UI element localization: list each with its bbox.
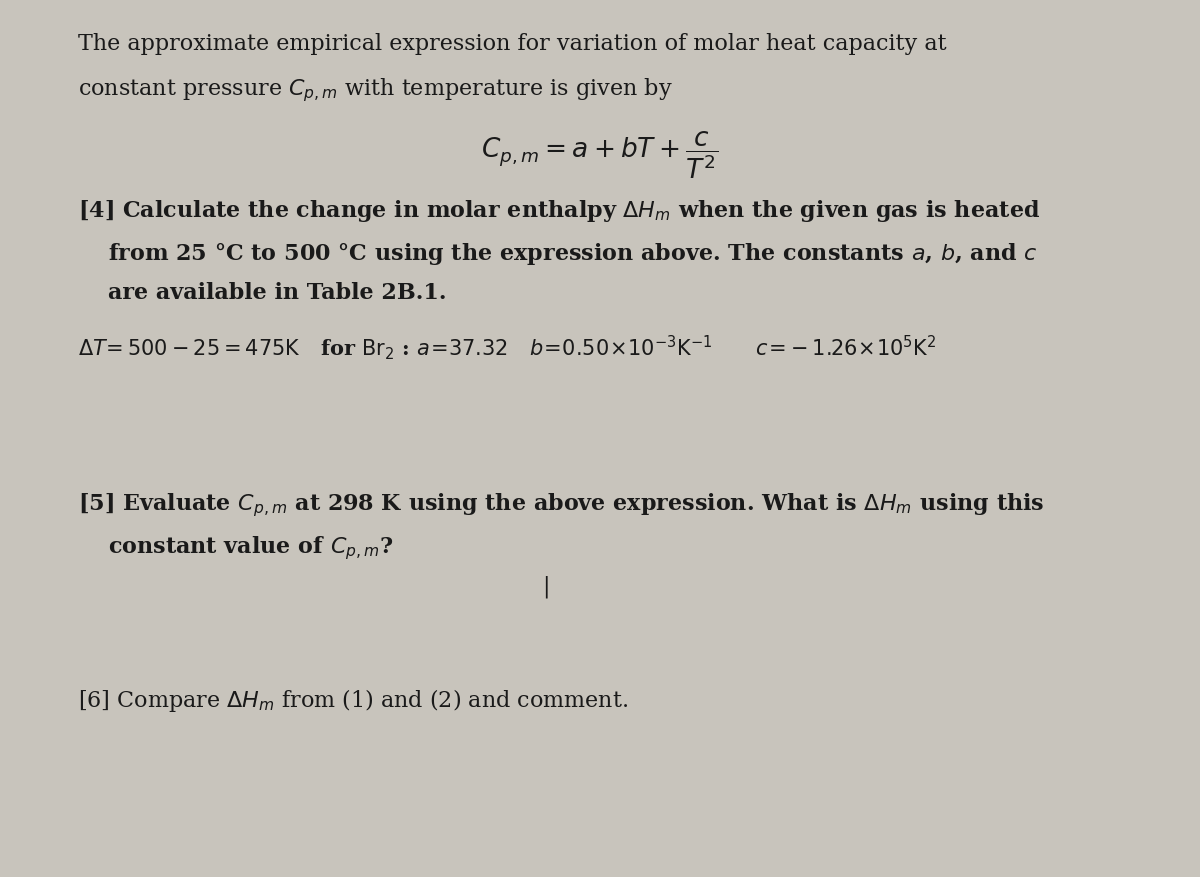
Text: [5] Evaluate $C_{p,m}$ at 298 K using the above expression. What is $\Delta H_m$: [5] Evaluate $C_{p,m}$ at 298 K using th… (78, 491, 1044, 519)
Text: $C_{p,m} = a + bT + \dfrac{c}{T^2}$: $C_{p,m} = a + bT + \dfrac{c}{T^2}$ (481, 129, 719, 181)
Text: $\Delta T\!= 500 - 25 = 475\mathrm{K}$   for $\mathrm{Br_2}$ : $a\!=\!37.32$   $: $\Delta T\!= 500 - 25 = 475\mathrm{K}$ f… (78, 333, 936, 362)
Text: [6] Compare $\Delta H_m$ from (1) and (2) and comment.: [6] Compare $\Delta H_m$ from (1) and (2… (78, 686, 629, 713)
Text: |: | (542, 575, 550, 598)
Text: constant value of $C_{p,m}$?: constant value of $C_{p,m}$? (108, 533, 394, 561)
Text: constant pressure $C_{p,m}$ with temperature is given by: constant pressure $C_{p,m}$ with tempera… (78, 76, 673, 104)
Text: The approximate empirical expression for variation of molar heat capacity at: The approximate empirical expression for… (78, 33, 947, 55)
Text: from 25 °C to 500 °C using the expression above. The constants $a$, $b$, and $c$: from 25 °C to 500 °C using the expressio… (108, 239, 1038, 267)
Text: are available in Table 2B.1.: are available in Table 2B.1. (108, 282, 446, 303)
Text: [4] Calculate the change in molar enthalpy $\Delta H_m$ when the given gas is he: [4] Calculate the change in molar enthal… (78, 197, 1040, 224)
